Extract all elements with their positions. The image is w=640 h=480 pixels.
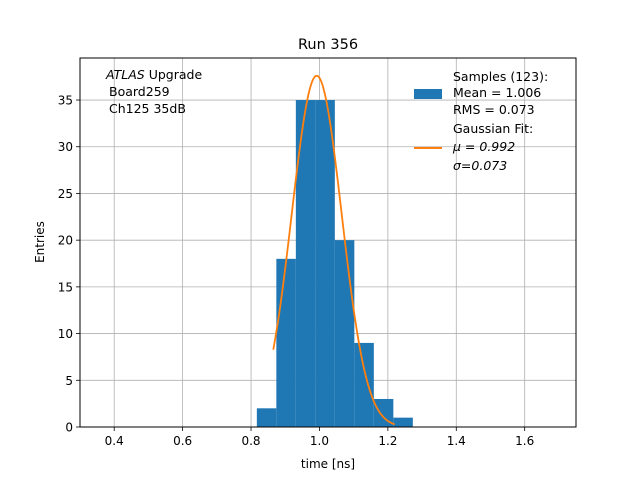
annotation-experiment-suffix: Upgrade xyxy=(145,67,203,82)
x-tick-label: 1.4 xyxy=(447,434,466,448)
x-axis-label: time [ns] xyxy=(301,457,355,471)
annotation-experiment: ATLAS xyxy=(105,67,145,82)
legend-samples-mean: Mean = 1.006 xyxy=(453,85,541,100)
histogram-bar xyxy=(295,100,316,428)
chart-title: Run 356 xyxy=(298,37,358,53)
x-tick-label: 1.0 xyxy=(310,434,329,448)
legend-fit-mu: μ = 0.992 xyxy=(452,139,515,154)
y-tick-label: 15 xyxy=(58,280,73,294)
y-tick-label: 25 xyxy=(58,187,73,201)
annotation-block: ATLAS Upgrade Board259 Ch125 35dB xyxy=(105,67,202,116)
legend: Samples (123): Mean = 1.006 RMS = 0.073 … xyxy=(414,69,548,173)
histogram-bar xyxy=(276,258,296,427)
annotation-board: Board259 xyxy=(109,84,170,99)
y-axis-label: Entries xyxy=(33,221,47,263)
y-tick-label: 30 xyxy=(58,140,73,154)
histogram-bar xyxy=(315,100,335,428)
histogram-bar xyxy=(393,417,413,427)
histogram-bar xyxy=(373,398,394,427)
x-tick-label: 1.6 xyxy=(515,434,534,448)
histogram-bar xyxy=(256,408,277,427)
x-tick-label: 0.8 xyxy=(241,434,260,448)
histogram-bar xyxy=(354,342,374,427)
y-axis-ticks: 0 5 10 15 20 25 30 35 xyxy=(58,94,80,435)
histogram-bar xyxy=(334,240,355,427)
gaussian-fit-curve xyxy=(272,74,395,426)
plot-frame xyxy=(79,57,577,428)
legend-samples-title: Samples (123): xyxy=(453,69,548,84)
legend-fit-title: Gaussian Fit: xyxy=(453,121,533,136)
x-tick-label: 0.6 xyxy=(173,434,192,448)
y-tick-label: 35 xyxy=(58,94,73,108)
annotation-channel: Ch125 35dB xyxy=(109,101,186,116)
legend-samples-swatch xyxy=(414,89,442,99)
y-tick-label: 10 xyxy=(58,327,73,341)
y-tick-label: 5 xyxy=(65,374,73,388)
x-tick-label: 1.2 xyxy=(378,434,397,448)
x-axis-ticks: 0.4 0.6 0.8 1.0 1.2 1.4 1.6 xyxy=(105,427,534,448)
annotation-experiment-line: ATLAS Upgrade xyxy=(105,67,202,82)
fit-line xyxy=(272,74,395,426)
legend-fit-sigma: σ=0.073 xyxy=(453,158,507,173)
x-tick-label: 0.4 xyxy=(105,434,124,448)
legend-samples-rms: RMS = 0.073 xyxy=(453,102,535,117)
y-tick-label: 0 xyxy=(65,421,73,435)
y-tick-label: 20 xyxy=(58,234,73,248)
